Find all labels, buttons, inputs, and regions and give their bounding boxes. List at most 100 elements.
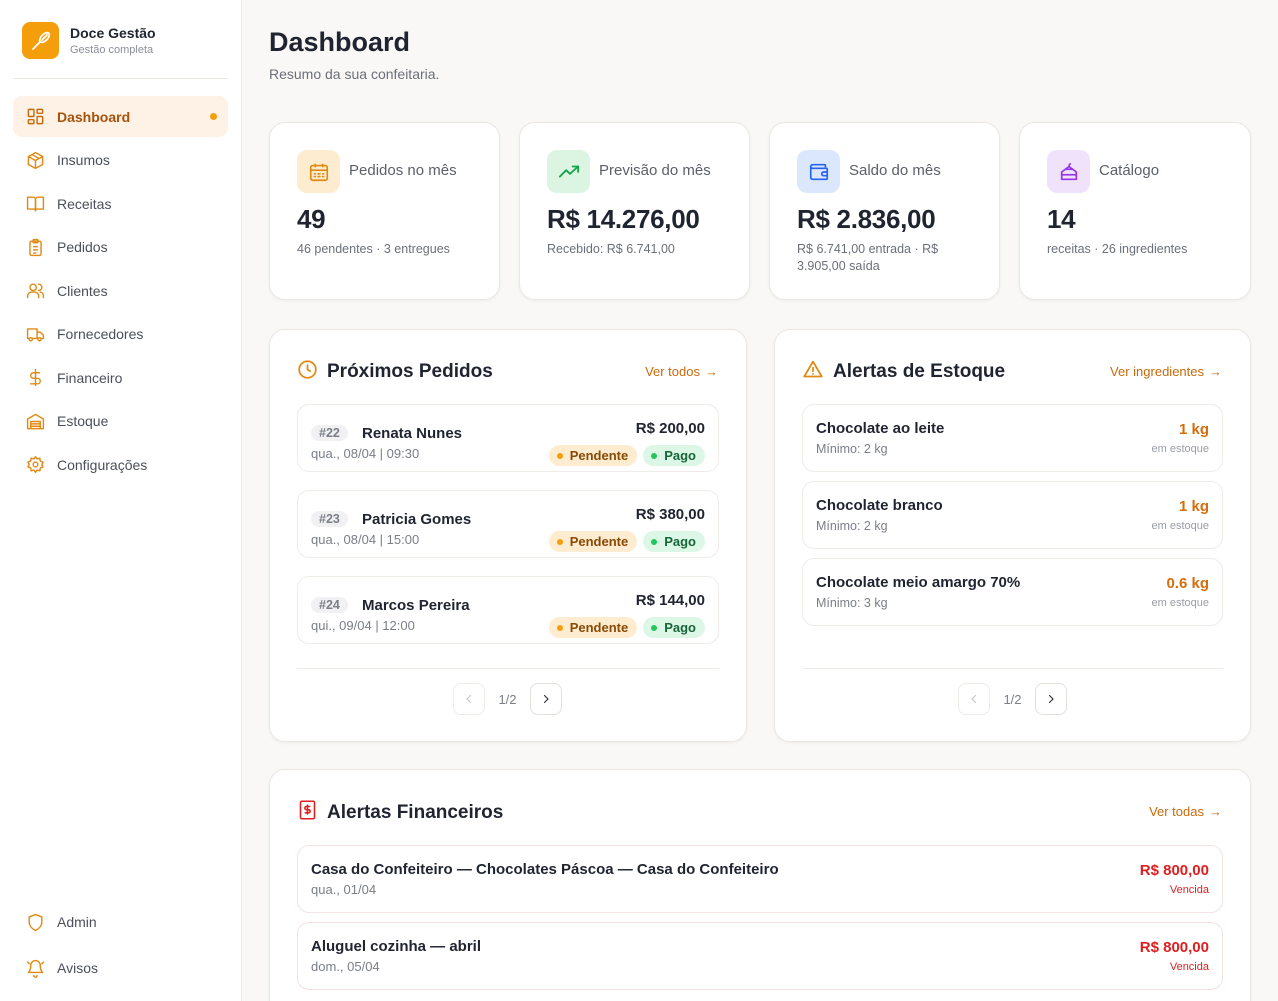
- ingredient-minimum: Mínimo: 2 kg: [816, 442, 888, 456]
- ingredient-name: Chocolate ao leite: [816, 420, 945, 437]
- bill-date: qua., 01/04: [311, 882, 377, 897]
- whisk-icon: [22, 22, 59, 59]
- order-customer: Patricia Gomes: [362, 511, 472, 528]
- dashboard-icon: [25, 107, 45, 127]
- bill-date: dom., 05/04: [311, 959, 380, 974]
- stock-row[interactable]: Chocolate ao leite Mínimo: 2 kg 1 kg em …: [802, 404, 1223, 472]
- pagination: 1/2: [958, 683, 1067, 715]
- sidebar-item-label: Clientes: [57, 282, 108, 299]
- brand[interactable]: Doce Gestão Gestão completa: [22, 22, 156, 59]
- trending-up-icon: [547, 150, 590, 193]
- dollar-icon: [25, 368, 45, 388]
- ingredient-quantity: 1 kg: [1178, 498, 1209, 515]
- receipt-icon: [297, 799, 318, 826]
- quantity-label: em estoque: [1151, 520, 1209, 532]
- quantity-label: em estoque: [1151, 597, 1209, 609]
- stat-subtext: 46 pendentes · 3 entregues: [297, 242, 450, 256]
- arrow-right-icon: →: [1209, 804, 1222, 819]
- gear-icon: [25, 455, 45, 475]
- divider: [13, 78, 228, 79]
- ingredient-name: Chocolate branco: [816, 497, 943, 514]
- finance-row[interactable]: Casa do Confeiteiro — Chocolates Páscoa …: [297, 845, 1223, 913]
- prev-page-button[interactable]: [958, 683, 990, 715]
- ingredient-name: Chocolate meio amargo 70%: [816, 574, 1021, 591]
- order-row[interactable]: #22 Renata Nunes qua., 08/04 | 09:30 R$ …: [297, 404, 719, 472]
- warehouse-icon: [25, 411, 45, 431]
- status-badge: Pendente: [548, 445, 638, 466]
- order-row[interactable]: #23 Patricia Gomes qua., 08/04 | 15:00 R…: [297, 490, 719, 558]
- sidebar-item-avisos[interactable]: Avisos: [13, 946, 228, 990]
- stat-card-catalogo[interactable]: Catálogo 14 receitas · 26 ingredientes: [1019, 122, 1251, 300]
- sidebar-item-dashboard[interactable]: Dashboard: [13, 96, 228, 137]
- order-date: qua., 08/04 | 15:00: [311, 532, 420, 547]
- order-value: R$ 144,00: [635, 592, 705, 609]
- stock-panel: Alertas de Estoque Ver ingredientes → Cho…: [774, 329, 1251, 742]
- bill-status: Vencida: [1169, 961, 1209, 973]
- status-badge: Pendente: [548, 531, 638, 552]
- warning-icon: [802, 359, 824, 385]
- sidebar-item-label: Financeiro: [57, 369, 123, 386]
- stat-label: Previsão do mês: [599, 162, 711, 179]
- sidebar-nav: Dashboard Insumos Receitas Pedidos Cl: [13, 96, 228, 488]
- sidebar-item-label: Avisos: [57, 960, 98, 976]
- order-value: R$ 200,00: [635, 420, 705, 437]
- sidebar-item-configuracoes[interactable]: Configurações: [13, 444, 228, 485]
- finance-row[interactable]: Aluguel cozinha — abril dom., 05/04 R$ 8…: [297, 922, 1223, 990]
- view-ingredients-link[interactable]: Ver ingredientes →: [1110, 364, 1222, 379]
- shield-icon: [25, 912, 45, 932]
- sidebar-item-admin[interactable]: Admin: [13, 900, 228, 944]
- order-date: qua., 08/04 | 09:30: [311, 446, 420, 461]
- stat-subtext: R$ 6.741,00 entrada · R$ 3.905,00 saída: [797, 242, 939, 273]
- divider: [802, 668, 1223, 669]
- arrow-right-icon: →: [1209, 364, 1222, 379]
- sidebar-item-pedidos[interactable]: Pedidos: [13, 227, 228, 268]
- order-value: R$ 380,00: [635, 506, 705, 523]
- page-indicator: 1/2: [1003, 691, 1022, 707]
- box-icon: [25, 150, 45, 170]
- sidebar-item-clientes[interactable]: Clientes: [13, 270, 228, 311]
- stock-row[interactable]: Chocolate meio amargo 70% Mínimo: 3 kg 0…: [802, 558, 1223, 626]
- order-customer: Marcos Pereira: [362, 597, 470, 614]
- sidebar-bottom: Admin Avisos: [13, 900, 228, 992]
- order-customer: Renata Nunes: [362, 425, 463, 442]
- view-all-finance-link[interactable]: Ver todas →: [1149, 804, 1222, 819]
- page-subtitle: Resumo da sua confeitaria.: [269, 66, 440, 82]
- stat-card-pedidos[interactable]: Pedidos no mês 49 46 pendentes · 3 entre…: [269, 122, 500, 300]
- sidebar-item-insumos[interactable]: Insumos: [13, 140, 228, 181]
- stat-label: Pedidos no mês: [349, 162, 457, 179]
- stat-card-saldo[interactable]: Saldo do mês R$ 2.836,00 R$ 6.741,00 ent…: [769, 122, 1000, 300]
- sidebar-item-estoque[interactable]: Estoque: [13, 401, 228, 442]
- prev-page-button[interactable]: [453, 683, 485, 715]
- sidebar-item-financeiro[interactable]: Financeiro: [13, 357, 228, 398]
- truck-icon: [25, 324, 45, 344]
- bill-value: R$ 800,00: [1139, 939, 1209, 956]
- stat-card-previsao[interactable]: Previsão do mês R$ 14.276,00 Recebido: R…: [519, 122, 750, 300]
- view-all-orders-link[interactable]: Ver todos →: [645, 364, 718, 379]
- bill-value: R$ 800,00: [1139, 862, 1209, 879]
- sidebar-item-label: Pedidos: [57, 239, 108, 255]
- next-page-button[interactable]: [1035, 683, 1067, 715]
- section-title: Próximos Pedidos: [327, 361, 493, 382]
- stat-value: 49: [297, 204, 326, 234]
- clipboard-icon: [25, 237, 45, 257]
- brand-name: Doce Gestão: [70, 24, 156, 41]
- brand-subtitle: Gestão completa: [70, 43, 154, 56]
- payment-badge: Pago: [643, 617, 705, 638]
- calendar-icon: [297, 150, 340, 193]
- sidebar-item-label: Admin: [57, 914, 97, 930]
- sidebar-item-label: Configurações: [57, 456, 148, 473]
- clock-icon: [297, 359, 318, 385]
- next-page-button[interactable]: [530, 683, 562, 715]
- sidebar-item-label: Insumos: [57, 152, 110, 168]
- stat-subtext: Recebido: R$ 6.741,00: [547, 242, 675, 256]
- order-id: #24: [311, 597, 348, 613]
- stat-label: Catálogo: [1099, 162, 1160, 179]
- order-row[interactable]: #24 Marcos Pereira qui., 09/04 | 12:00 R…: [297, 576, 719, 644]
- order-id: #22: [311, 425, 348, 441]
- sidebar-item-fornecedores[interactable]: Fornecedores: [13, 314, 228, 355]
- stock-row[interactable]: Chocolate branco Mínimo: 2 kg 1 kg em es…: [802, 481, 1223, 549]
- bill-status: Vencida: [1169, 884, 1209, 896]
- sidebar-item-receitas[interactable]: Receitas: [13, 183, 228, 224]
- stat-value: 14: [1047, 204, 1076, 234]
- status-badge: Pendente: [548, 617, 638, 638]
